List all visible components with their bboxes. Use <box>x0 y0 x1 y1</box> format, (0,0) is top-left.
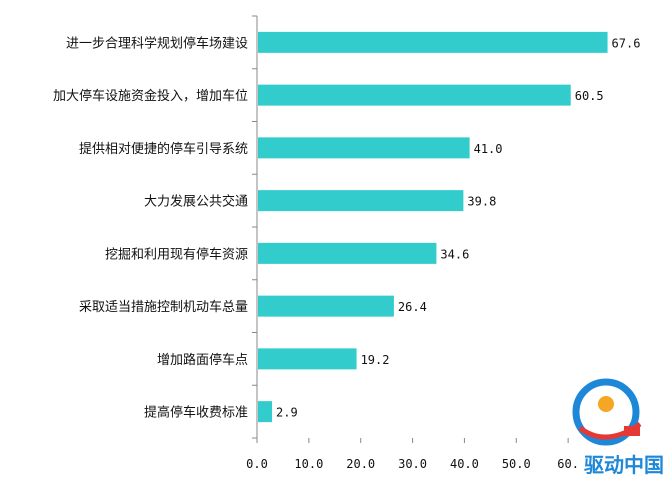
chart-axes <box>252 15 569 443</box>
data-label: 60.5 <box>575 89 604 103</box>
category-label: 提高停车收费标准 <box>144 405 248 421</box>
bar <box>258 190 464 212</box>
category-label: 进一步合理科学规划停车场建设 <box>66 35 248 51</box>
bar <box>258 242 437 264</box>
logo-grid <box>624 426 640 436</box>
labels-group: 0.0 10.0 20.0 30.0 40.0 50.0 60. 进一步合理科学规划停车场建设… <box>53 35 640 471</box>
data-label: 2.9 <box>276 406 298 420</box>
x-tick-label: 60. <box>557 457 579 471</box>
logo-dot <box>598 396 614 412</box>
bar <box>258 137 470 159</box>
x-tick-label: 0.0 <box>246 457 268 471</box>
data-label: 19.2 <box>361 353 390 367</box>
data-label: 26.4 <box>398 300 427 314</box>
data-label: 41.0 <box>474 142 503 156</box>
bar <box>258 84 571 106</box>
category-label: 提供相对便捷的停车引导系统 <box>79 141 248 157</box>
x-tick-label: 10.0 <box>294 457 323 471</box>
watermark-text: 驱动中国 <box>584 453 664 477</box>
data-label: 34.6 <box>440 247 469 261</box>
bar <box>258 295 394 317</box>
x-tick-label: 40.0 <box>450 457 479 471</box>
category-label: 采取适当措施控制机动车总量 <box>79 299 248 315</box>
bar <box>258 31 608 53</box>
category-label: 加大停车设施资金投入，增加车位 <box>53 88 248 104</box>
logo-ring <box>572 378 640 446</box>
bars-group <box>258 31 608 423</box>
bar <box>258 401 273 423</box>
watermark-logo: 驱动中国 <box>572 378 664 477</box>
category-label: 挖掘和利用现有停车资源 <box>105 246 248 262</box>
data-label: 67.6 <box>612 36 641 50</box>
category-label: 增加路面停车点 <box>157 352 248 368</box>
x-tick-label: 50.0 <box>502 457 531 471</box>
data-label: 39.8 <box>467 195 496 209</box>
bar <box>258 348 357 370</box>
x-tick-label: 20.0 <box>346 457 375 471</box>
x-tick-label: 30.0 <box>398 457 427 471</box>
category-label: 大力发展公共交通 <box>144 194 248 210</box>
